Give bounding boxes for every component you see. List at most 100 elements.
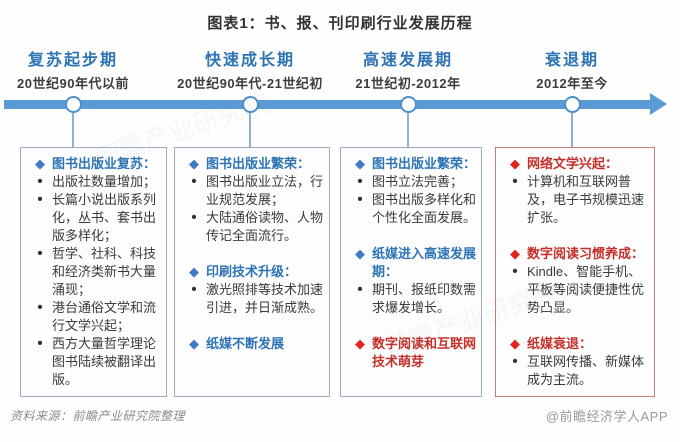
section-heading-row: ◆ 数字阅读习惯养成： [503, 245, 649, 263]
box-section: ◆ 印刷技术升级： • 激光照排等技术加速引进，并日渐成熟。 [182, 263, 324, 317]
bullet-item: • 大陆通俗读物、人物传记全面流行。 [182, 209, 324, 245]
section-heading-row: ◆ 纸媒不断发展 [182, 335, 324, 353]
diamond-icon: ◆ [355, 156, 365, 171]
section-heading: 数字阅读和互联网技术萌芽 [372, 336, 477, 369]
dot-bullet-icon: • [191, 209, 197, 226]
diamond-icon: ◆ [510, 246, 520, 261]
bullet-item: • Kindle、智能手机、平板等阅读便捷性优势凸显。 [503, 263, 649, 317]
phase-name: 高速发展期 [362, 52, 453, 69]
section-heading: 纸媒不断发展 [206, 336, 285, 351]
bullet-text: 互联网传播、新媒体成为主流。 [527, 354, 645, 387]
dot-bullet-icon: • [37, 191, 43, 208]
section-heading: 图书出版业繁荣： [372, 156, 477, 171]
dot-bullet-icon: • [191, 281, 197, 298]
dot-bullet-icon: • [357, 191, 363, 208]
dot-bullet-icon: • [191, 173, 197, 190]
dot-bullet-icon: • [37, 299, 43, 316]
dot-bullet-icon: • [37, 173, 43, 190]
connector-line [407, 113, 409, 147]
bullet-text: 激光照排等技术加速引进，并日渐成熟。 [206, 282, 324, 315]
timeline-arrow-icon [650, 93, 667, 115]
diamond-icon: ◆ [510, 336, 520, 351]
diamond-icon: ◆ [355, 336, 365, 351]
phase-label: 快速成长期 20世纪90年代-21世纪初 [155, 50, 345, 94]
box-section: ◆ 纸媒衰退： • 互联网传播、新媒体成为主流。 [503, 335, 649, 389]
bullet-item: • 图书出版业立法，行业规范发展； [182, 173, 324, 209]
source-note: 资料来源：前瞻产业研究院整理 [10, 409, 186, 423]
timeline-node-icon [564, 96, 581, 113]
bullet-item: • 西方大量哲学理论图书陆续被翻译出版。 [28, 335, 161, 389]
box-section: ◆ 数字阅读习惯养成： • Kindle、智能手机、平板等阅读便捷性优势凸显。 [503, 245, 649, 317]
phase-period: 20世纪90年代-21世纪初 [177, 76, 323, 91]
section-heading-row: ◆ 图书出版业复苏： [28, 155, 161, 173]
box-section: ◆ 图书出版业复苏： • 出版社数量增加； • 长篇小说出版系列化，丛书、套书出版多样化；… [28, 155, 161, 389]
stage-box: ◆ 网络文学兴起： • 计算机和互联网普及，电子书规模迅速扩张。 ◆ 数字阅读习惯养成： •… [495, 147, 655, 397]
section-heading-row: ◆ 纸媒衰退： [503, 335, 649, 353]
dot-bullet-icon: • [37, 335, 43, 352]
section-heading-row: ◆ 印刷技术升级： [182, 263, 324, 281]
bullet-text: 长篇小说出版系列化，丛书、套书出版多样化； [52, 192, 157, 243]
bullet-text: 图书出版业立法，行业规范发展； [206, 174, 324, 207]
bullet-item: • 图书出版多样化和个性化全面发展。 [348, 191, 476, 227]
timeline-node-icon [400, 96, 417, 113]
phase-label: 高速发展期 21世纪初-2012年 [313, 50, 503, 94]
connector-line [571, 113, 573, 147]
box-section: ◆ 数字阅读和互联网技术萌芽 [348, 335, 476, 371]
phase-label: 复苏起步期 20世纪90年代以前 [0, 50, 168, 94]
bullet-item: • 港台通俗文学和流行文学兴起； [28, 299, 161, 335]
section-heading: 纸媒衰退： [527, 336, 593, 351]
section-heading: 图书出版业复苏： [52, 156, 157, 171]
diamond-icon: ◆ [355, 246, 365, 261]
section-heading: 网络文学兴起： [527, 156, 619, 171]
section-heading-row: ◆ 数字阅读和互联网技术萌芽 [348, 335, 476, 371]
bullet-text: 计算机和互联网普及，电子书规模迅速扩张。 [527, 174, 645, 225]
section-heading-row: ◆ 网络文学兴起： [503, 155, 649, 173]
dot-bullet-icon: • [512, 173, 518, 190]
section-heading-row: ◆ 图书出版业繁荣： [348, 155, 476, 173]
section-heading: 印刷技术升级： [206, 264, 298, 279]
timeline-node-icon [65, 96, 82, 113]
bullet-item: • 互联网传播、新媒体成为主流。 [503, 353, 649, 389]
section-heading: 数字阅读习惯养成： [527, 246, 645, 261]
phase-period: 2012年至今 [536, 76, 608, 91]
phase-name: 快速成长期 [204, 52, 295, 69]
bullet-item: • 期刊、报纸印数需求爆发增长。 [348, 281, 476, 317]
section-heading: 图书出版业繁荣： [206, 156, 311, 171]
bullet-text: 大陆通俗读物、人物传记全面流行。 [206, 210, 324, 243]
phase-period: 21世纪初-2012年 [355, 76, 461, 91]
bullet-text: 图书立法完善； [372, 174, 464, 189]
connector-line [72, 113, 74, 147]
dot-bullet-icon: • [512, 263, 518, 280]
bullet-text: 图书出版多样化和个性化全面发展。 [372, 192, 477, 225]
page-title: 图表1：书、报、刊印刷行业发展历程 [207, 15, 473, 32]
timeline-node-icon [242, 96, 259, 113]
diamond-icon: ◆ [35, 156, 45, 171]
phase-name: 复苏起步期 [27, 52, 118, 69]
phase-period: 20世纪90年代以前 [17, 76, 129, 91]
bullet-text: 西方大量哲学理论图书陆续被翻译出版。 [52, 336, 157, 387]
phase-label: 衰退期 2012年至今 [477, 50, 667, 94]
timeline-bar [4, 100, 652, 109]
connector-line [249, 113, 251, 147]
diamond-icon: ◆ [189, 156, 199, 171]
bullet-item: • 出版社数量增加； [28, 173, 161, 191]
bullet-text: 哲学、社科、科技和经济类新书大量涌现； [52, 246, 157, 297]
section-heading-row: ◆ 纸媒进入高速发展期： [348, 245, 476, 281]
box-section: ◆ 图书出版业繁荣： • 图书立法完善； • 图书出版多样化和个性化全面发展。 [348, 155, 476, 227]
credit-note: @前瞻经济学人APP [545, 409, 668, 424]
box-section: ◆ 纸媒进入高速发展期： • 期刊、报纸印数需求爆发增长。 [348, 245, 476, 317]
section-heading: 纸媒进入高速发展期： [372, 246, 477, 279]
stage-box: ◆ 图书出版业繁荣： • 图书立法完善； • 图书出版多样化和个性化全面发展。 ◆ 纸媒进入高… [340, 147, 482, 397]
box-section: ◆ 纸媒不断发展 [182, 335, 324, 353]
box-section: ◆ 网络文学兴起： • 计算机和互联网普及，电子书规模迅速扩张。 [503, 155, 649, 227]
dot-bullet-icon: • [512, 353, 518, 370]
stage-box: ◆ 图书出版业繁荣： • 图书出版业立法，行业规范发展； • 大陆通俗读物、人物传记全面流… [174, 147, 330, 397]
bullet-text: 出版社数量增加； [52, 174, 157, 189]
phase-name: 衰退期 [544, 52, 599, 69]
section-heading-row: ◆ 图书出版业繁荣： [182, 155, 324, 173]
bullet-text: 港台通俗文学和流行文学兴起； [52, 300, 157, 333]
bullet-item: • 图书立法完善； [348, 173, 476, 191]
bullet-text: Kindle、智能手机、平板等阅读便捷性优势凸显。 [527, 264, 645, 315]
dot-bullet-icon: • [37, 245, 43, 262]
